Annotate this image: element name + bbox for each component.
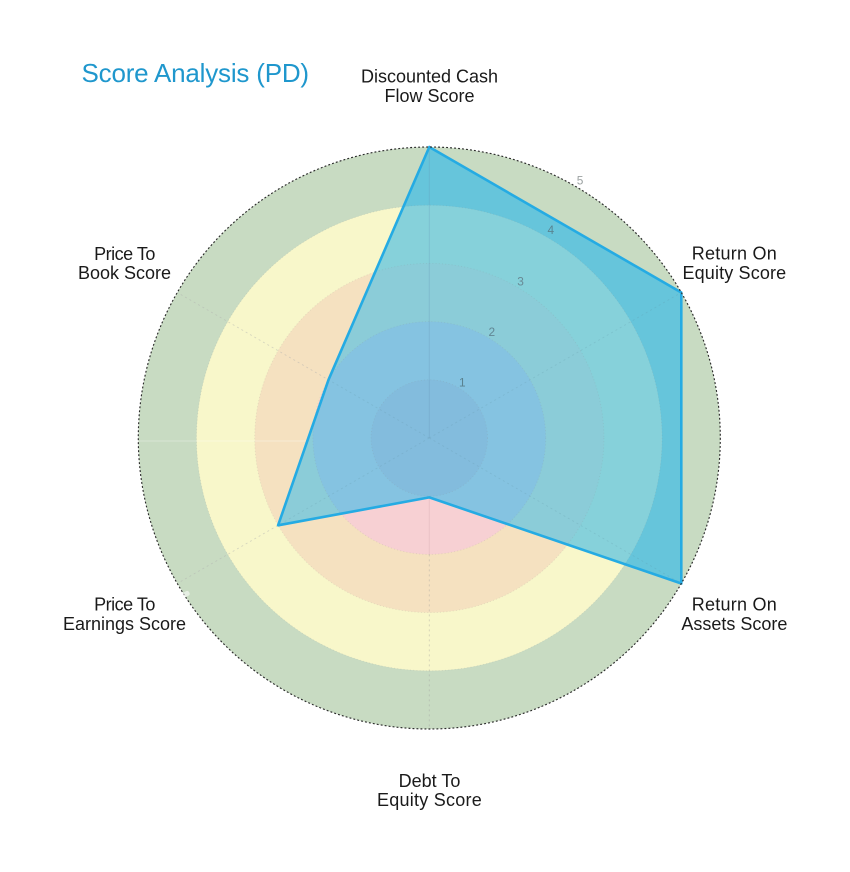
svg-text:Price To: Price To bbox=[94, 594, 155, 614]
svg-text:3: 3 bbox=[517, 275, 524, 289]
svg-text:Discounted Cash: Discounted Cash bbox=[361, 67, 498, 87]
svg-text:Return On: Return On bbox=[692, 244, 777, 264]
svg-text:Score Analysis (PD): Score Analysis (PD) bbox=[82, 58, 309, 88]
svg-text:5: 5 bbox=[577, 174, 584, 188]
svg-text:Debt To: Debt To bbox=[399, 771, 461, 791]
svg-text:4: 4 bbox=[547, 223, 554, 237]
svg-text:Price To: Price To bbox=[94, 244, 155, 264]
svg-text:Return On: Return On bbox=[692, 594, 777, 614]
svg-text:2: 2 bbox=[488, 325, 495, 339]
svg-text:1: 1 bbox=[459, 376, 466, 390]
svg-text:Equity Score: Equity Score bbox=[682, 263, 786, 283]
svg-text:Assets Score: Assets Score bbox=[681, 614, 787, 634]
svg-text:Flow Score: Flow Score bbox=[384, 86, 474, 106]
svg-text:Earnings Score: Earnings Score bbox=[63, 614, 186, 634]
svg-text:Equity Score: Equity Score bbox=[377, 790, 482, 810]
svg-text:Book Score: Book Score bbox=[78, 263, 171, 283]
